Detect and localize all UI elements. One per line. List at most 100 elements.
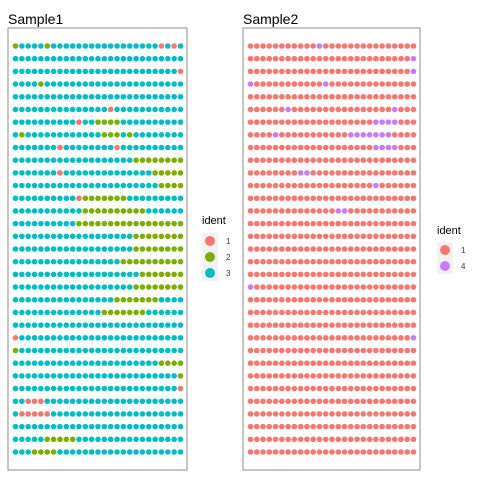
cell-point-ident-3 [57,246,63,252]
cell-point-ident-1 [247,347,254,354]
cell-point-ident-3 [139,144,146,151]
cell-point-ident-1 [404,449,411,455]
cell-point-ident-3 [165,208,171,214]
legend-items-sample2: 14 [437,242,466,274]
cell-point-ident-1 [354,208,360,214]
cell-point-ident-1 [316,436,323,443]
cell-point-ident-3 [69,360,76,366]
cell-point-ident-3 [107,296,114,303]
cell-point-ident-1 [76,195,82,202]
cell-point-ident-3 [50,322,57,328]
cell-point-ident-1 [266,170,273,176]
cell-point-ident-3 [38,258,44,265]
cell-point-ident-3 [158,55,165,62]
cell-point-ident-2 [177,233,184,240]
cell-point-ident-3 [69,119,76,125]
cell-point-ident-3 [95,81,101,87]
cell-point-ident-1 [266,398,273,405]
cell-point-ident-1 [253,157,260,163]
cell-point-ident-1 [341,195,348,202]
cell-point-ident-3 [69,144,76,151]
cell-point-ident-3 [152,436,158,443]
cell-point-ident-1 [341,373,348,379]
cell-point-ident-1 [391,373,398,379]
cell-point-ident-1 [19,411,25,417]
cell-point-ident-3 [31,170,38,176]
cell-point-ident-1 [398,284,404,290]
cell-point-ident-3 [82,106,89,113]
cell-point-ident-3 [101,43,108,49]
cell-point-ident-1 [310,449,316,455]
cell-point-ident-1 [373,322,379,328]
cell-point-ident-1 [285,132,291,138]
cell-point-ident-2 [126,208,133,214]
cell-point-ident-3 [69,132,76,138]
cell-point-ident-1 [31,398,38,405]
cell-point-ident-1 [373,411,379,417]
cell-point-ident-2 [177,271,184,278]
cell-point-ident-1 [266,258,273,265]
cell-point-ident-3 [158,347,165,354]
cell-point-ident-1 [291,93,298,100]
cell-point-ident-1 [285,208,291,214]
cell-point-ident-1 [410,208,417,214]
cell-point-ident-2 [177,157,184,163]
cell-point-ident-1 [366,220,373,227]
cell-point-ident-1 [304,246,310,252]
cell-point-ident-1 [354,157,360,163]
cell-point-ident-1 [316,271,323,278]
cell-point-ident-3 [88,157,95,163]
cell-point-ident-3 [25,373,31,379]
cell-point-ident-1 [266,335,273,341]
cell-point-ident-3 [76,373,82,379]
cell-point-ident-3 [82,360,89,366]
cell-point-ident-3 [25,347,31,354]
cell-point-ident-1 [285,296,291,303]
cell-point-ident-1 [291,335,298,341]
cell-point-ident-1 [260,55,266,62]
cell-point-ident-1 [385,398,392,405]
cell-point-ident-1 [410,347,417,354]
cell-point-ident-3 [158,373,165,379]
cell-point-ident-1 [266,144,273,151]
cell-point-ident-1 [316,195,323,202]
cell-point-ident-1 [272,411,279,417]
cell-point-ident-3 [165,81,171,87]
cell-point-ident-1 [297,195,304,202]
cell-point-ident-1 [398,436,404,443]
cell-point-ident-1 [260,144,266,151]
cell-point-ident-2 [114,296,120,303]
cell-point-ident-1 [304,423,310,430]
cell-point-ident-1 [354,423,360,430]
cell-point-ident-3 [12,55,19,62]
cell-point-ident-3 [126,411,133,417]
cell-point-ident-3 [31,385,38,392]
cell-point-ident-1 [366,157,373,163]
cell-point-ident-3 [171,373,177,379]
cell-point-ident-3 [12,119,19,125]
cell-point-ident-1 [310,258,316,265]
cell-point-ident-3 [57,93,63,100]
cell-point-ident-3 [133,423,139,430]
cell-point-ident-3 [126,423,133,430]
cell-point-ident-1 [329,182,335,189]
cell-point-ident-1 [253,106,260,113]
cell-point-ident-1 [304,322,310,328]
cell-point-ident-3 [145,335,152,341]
cell-point-ident-3 [126,106,133,113]
cell-point-ident-2 [44,449,51,455]
cell-point-ident-2 [171,170,177,176]
cell-point-ident-3 [95,335,101,341]
cell-point-ident-2 [152,157,158,163]
cell-point-ident-3 [31,284,38,290]
cell-point-ident-1 [379,106,385,113]
cell-point-ident-1 [291,284,298,290]
cell-point-ident-3 [120,335,127,341]
cell-point-ident-1 [385,335,392,341]
cell-point-ident-1 [410,220,417,227]
cell-point-ident-3 [126,322,133,328]
cell-point-ident-3 [114,322,120,328]
cell-point-ident-1 [272,296,279,303]
cell-point-ident-3 [44,284,51,290]
cell-point-ident-1 [404,132,411,138]
